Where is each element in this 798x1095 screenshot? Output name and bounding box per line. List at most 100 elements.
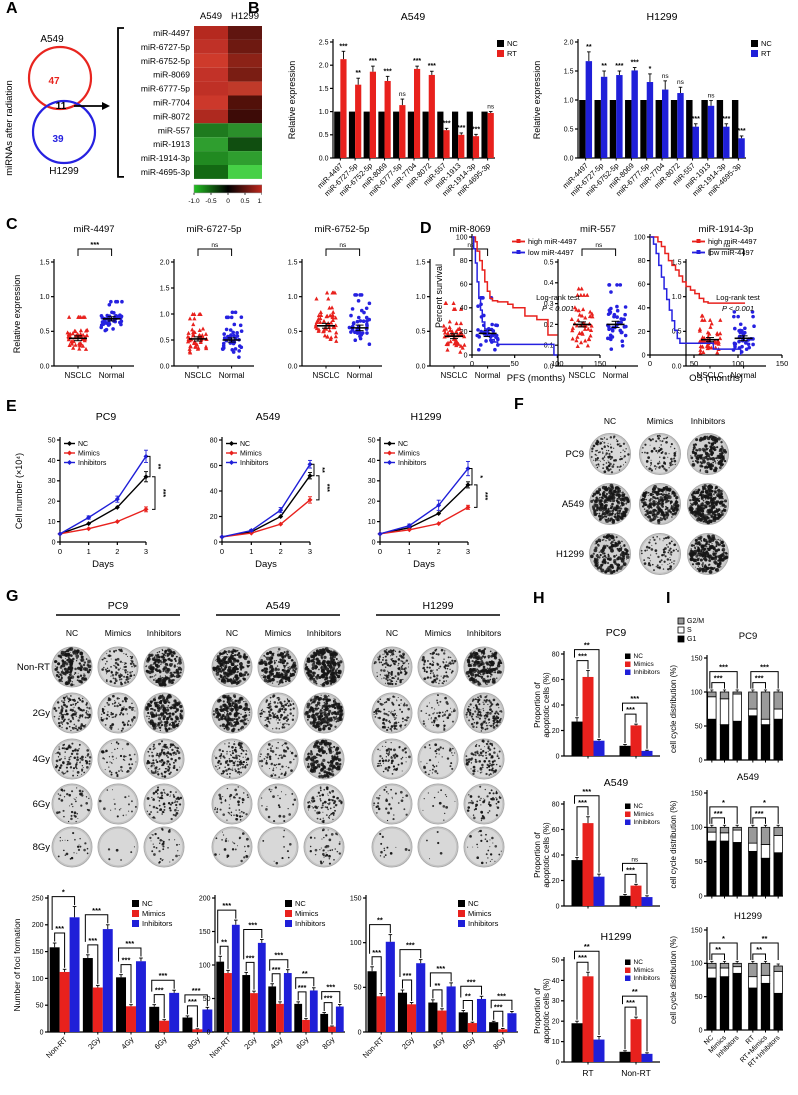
panel-g-foci-chart-h1299: 0 50 100 150 Non-RT *** ** 2Gy *** *** 4Gy ** *** 6Gy… (338, 882, 520, 1095)
panel-c-dotplot-mir6752: 0.0 0.5 1.0 1.5 NSCLC Normal ns miR-6752-5p (268, 218, 398, 402)
svg-text:0: 0 (464, 352, 468, 359)
svg-text:2.0: 2.0 (160, 259, 170, 266)
svg-text:60: 60 (210, 463, 218, 470)
svg-text:Mimics: Mimics (398, 451, 420, 458)
svg-text:miR-1914-3p: miR-1914-3p (699, 224, 754, 235)
svg-text:miR-557: miR-557 (158, 125, 190, 135)
svg-text:ns: ns (467, 242, 475, 249)
svg-text:NC: NC (226, 628, 238, 638)
svg-text:low miR-4497: low miR-4497 (528, 248, 574, 257)
svg-text:2.5: 2.5 (319, 39, 329, 46)
panel-i-cellcycle-pc9: 0 50 100 150 *** *** *** *** G2/M S G1 PC9 cell cycl… (664, 595, 798, 767)
svg-text:47: 47 (48, 76, 60, 87)
svg-text:***: *** (615, 63, 623, 70)
panel-d-km-os: 0 20 40 60 80 100 0 50 100 150 high miR-4497 low mi… (614, 222, 798, 402)
panel-c-dotplot-mir6727: 0.0 0.5 1.0 1.5 2.0 NSCLC Normal ns miR-6727-5p (140, 218, 270, 402)
svg-text:30: 30 (48, 478, 56, 485)
svg-text:P < 0.001: P < 0.001 (542, 304, 574, 313)
svg-text:0.0: 0.0 (564, 155, 574, 162)
svg-text:Inhibitors: Inhibitors (240, 460, 269, 467)
svg-text:Mimics: Mimics (78, 451, 100, 458)
svg-text:NSCLC: NSCLC (184, 371, 211, 380)
svg-text:H1299: H1299 (556, 549, 584, 560)
svg-text:miR-6727-5p: miR-6727-5p (187, 224, 242, 235)
svg-text:miR-1914-3p: miR-1914-3p (141, 153, 190, 163)
svg-text:Mimics: Mimics (425, 628, 451, 638)
panel-g-colony-dishes: PC9 A549 H1299 NC Mimics Inhibitors NC Mimics In… (8, 592, 528, 884)
svg-text:ns: ns (595, 242, 603, 249)
panel-label-b: B (248, 0, 260, 17)
panel-label-i: I (666, 590, 671, 607)
svg-text:0.5: 0.5 (544, 259, 554, 266)
svg-text:0.5: 0.5 (40, 329, 50, 336)
svg-text:***: *** (323, 484, 330, 492)
svg-text:ns: ns (339, 242, 347, 249)
svg-text:Inhibitors: Inhibitors (147, 628, 182, 638)
svg-text:0.5: 0.5 (240, 198, 249, 205)
panel-h-apoptosis-pc9: 0 20 40 60 80 *** ** *** *** PC9 NC Mimics Inhibitor… (528, 596, 678, 771)
svg-text:NSCLC: NSCLC (64, 371, 91, 380)
svg-text:PC9: PC9 (96, 411, 117, 423)
svg-text:*: * (476, 475, 483, 478)
svg-text:Percent survival: Percent survival (434, 264, 444, 328)
svg-text:miR-8069: miR-8069 (449, 224, 490, 235)
svg-text:***: *** (722, 116, 730, 123)
svg-text:1.0: 1.0 (319, 109, 329, 116)
svg-text:0: 0 (226, 198, 230, 205)
svg-text:Days: Days (255, 559, 277, 570)
svg-text:OS (months): OS (months) (689, 373, 743, 384)
svg-text:NC: NC (78, 441, 88, 448)
svg-text:***: *** (90, 240, 99, 249)
svg-text:miR-8072: miR-8072 (153, 111, 190, 121)
svg-text:0.0: 0.0 (160, 363, 170, 370)
svg-text:40: 40 (210, 488, 218, 495)
svg-text:H1299: H1299 (49, 166, 79, 177)
svg-text:2: 2 (437, 547, 441, 556)
svg-text:Cell number (×10⁴): Cell number (×10⁴) (14, 453, 24, 529)
svg-text:ns: ns (399, 91, 407, 98)
panel-i-cellcycle-h1299: 0 50 100 150 NC Mimics Inhibitors RT RT+Mimics RT… (664, 903, 798, 1095)
svg-text:2.0: 2.0 (319, 63, 329, 70)
svg-text:1.0: 1.0 (672, 294, 682, 301)
svg-text:Normal: Normal (219, 371, 245, 380)
panel-label-f: F (514, 396, 524, 413)
svg-text:miR-4497: miR-4497 (73, 224, 114, 235)
svg-text:NC: NC (398, 441, 408, 448)
svg-text:**: ** (601, 63, 607, 70)
svg-text:NC: NC (507, 39, 518, 48)
panel-h-apoptosis-h1299: 0 10 20 30 40 50 RT *** ** Non-RT *** ** H1299 NC Mimi… (528, 914, 678, 1095)
svg-text:1: 1 (407, 547, 411, 556)
svg-text:100: 100 (732, 359, 745, 368)
panel-e-growth-pc9: 0 10 20 30 40 50 0 1 2 3 ** *** Days PC9 NC Mimics Inhib… (8, 400, 180, 585)
svg-text:60: 60 (638, 282, 646, 289)
svg-text:0.0: 0.0 (288, 363, 298, 370)
panel-b-bar-chart-a549: 0.0 0.5 1.0 1.5 2.0 2.5 miR-4497 *** miR-6727-5p… (245, 0, 520, 218)
svg-text:H1299: H1299 (647, 11, 678, 23)
svg-text:Mimics: Mimics (265, 628, 291, 638)
svg-text:3: 3 (308, 547, 312, 556)
svg-text:150: 150 (776, 359, 789, 368)
svg-text:PC9: PC9 (108, 600, 129, 612)
panel-label-e: E (6, 398, 17, 415)
svg-text:*: * (649, 66, 652, 73)
svg-text:miR-6752-5p: miR-6752-5p (315, 224, 370, 235)
svg-text:0: 0 (372, 539, 376, 546)
svg-text:2: 2 (115, 547, 119, 556)
svg-text:3: 3 (466, 547, 470, 556)
svg-text:10: 10 (368, 519, 376, 526)
svg-text:0.0: 0.0 (544, 363, 554, 370)
svg-text:1.0: 1.0 (416, 294, 426, 301)
svg-text:1.5: 1.5 (288, 259, 298, 266)
svg-text:NSCLC: NSCLC (312, 371, 339, 380)
svg-text:NSCLC: NSCLC (568, 371, 595, 380)
svg-text:-0.5: -0.5 (205, 198, 217, 205)
svg-text:**: ** (355, 70, 361, 77)
svg-text:miR-557: miR-557 (580, 224, 616, 235)
svg-text:***: *** (481, 492, 488, 500)
panel-e-growth-h1299: 0 10 20 30 40 50 0 1 2 3 * *** Days H1299 NC Mimics Inhi… (348, 400, 498, 585)
panel-label-h: H (533, 590, 545, 607)
svg-text:Inhibitors: Inhibitors (398, 460, 427, 467)
svg-text:-1.0: -1.0 (188, 198, 200, 205)
svg-text:***: *** (159, 489, 166, 497)
